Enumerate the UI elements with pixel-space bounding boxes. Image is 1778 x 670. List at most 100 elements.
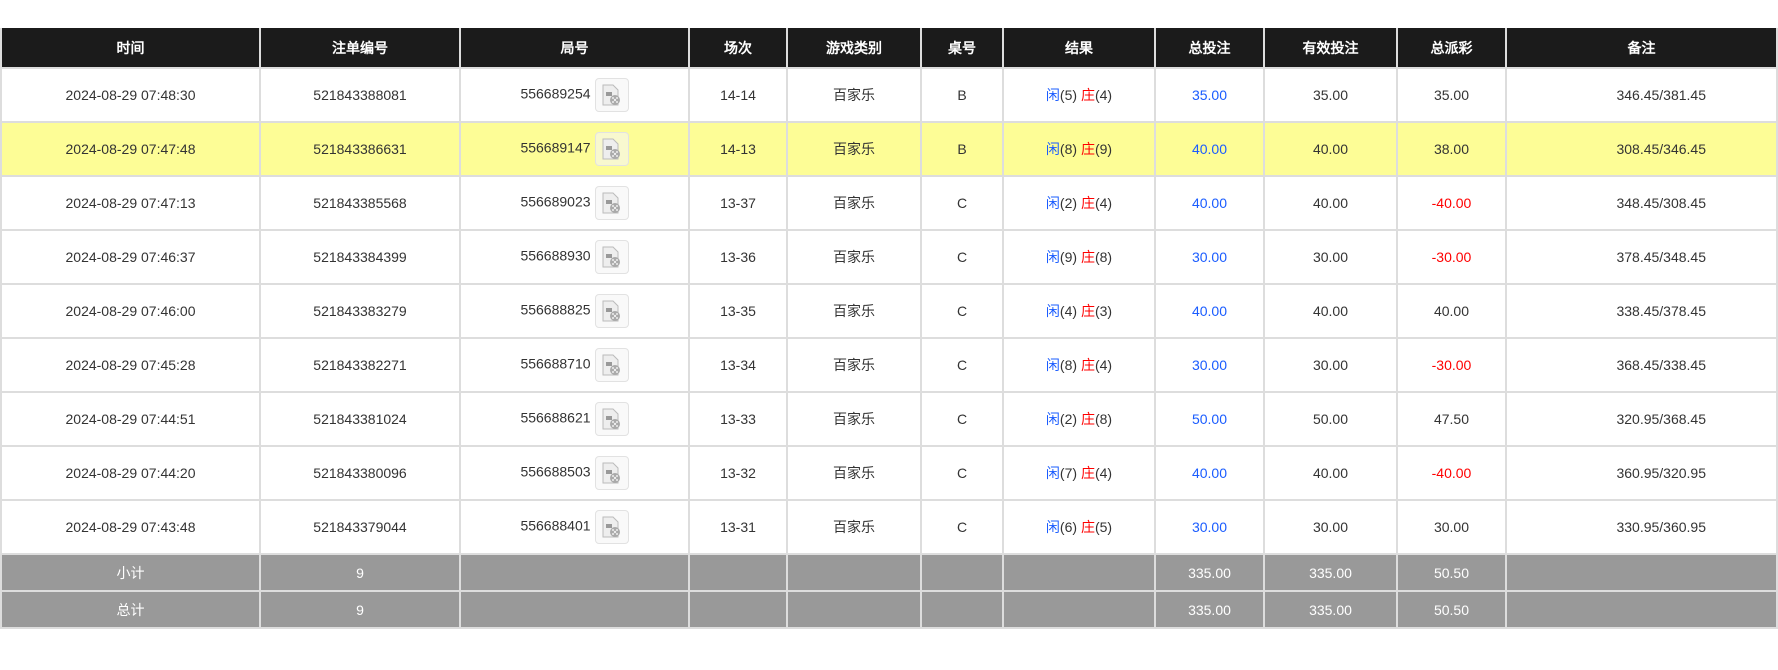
result-cell: 闲(4) 庄(3) — [1002, 283, 1156, 339]
shoe-cell: 13-36 — [688, 229, 788, 285]
table-row: 2024-08-29 07:43:48 521843379044 556688401… — [0, 499, 1778, 555]
banker-score: (4) — [1094, 87, 1113, 103]
table-row: 2024-08-29 07:44:20 521843380096 556688503… — [0, 445, 1778, 501]
total-bet-cell: 40.00 — [1154, 445, 1265, 501]
round-number: 556689147 — [520, 139, 591, 156]
empty-cell — [1002, 553, 1156, 592]
payout-cell: -40.00 — [1396, 175, 1507, 231]
valid-bet-cell: 40.00 — [1263, 445, 1398, 501]
table-no-cell: B — [920, 121, 1004, 177]
payout-cell: 38.00 — [1396, 121, 1507, 177]
table-no-cell: C — [920, 337, 1004, 393]
summary-total-bet: 335.00 — [1154, 553, 1265, 592]
round-number: 556688930 — [520, 247, 591, 264]
shoe-cell: 13-33 — [688, 391, 788, 447]
player-label: 闲 — [1045, 87, 1060, 103]
player-score: (5) — [1059, 87, 1078, 103]
player-label: 闲 — [1045, 411, 1060, 427]
time-cell: 2024-08-29 07:47:13 — [0, 175, 261, 231]
time-cell: 2024-08-29 07:46:37 — [0, 229, 261, 285]
valid-bet-cell: 30.00 — [1263, 499, 1398, 555]
banker-label: 庄 — [1080, 87, 1095, 103]
result-cell: 闲(7) 庄(4) — [1002, 445, 1156, 501]
total-bet-cell: 35.00 — [1154, 67, 1265, 123]
remark-cell: 346.45/381.45 — [1505, 67, 1778, 123]
video-replay-button[interactable] — [594, 240, 629, 274]
banker-score: (4) — [1094, 195, 1113, 211]
table-row: 2024-08-29 07:45:28 521843382271 556688710… — [0, 337, 1778, 393]
valid-bet-cell: 35.00 — [1263, 67, 1398, 123]
header-bet-id: 注单编号 — [259, 28, 461, 69]
total-bet-cell: 40.00 — [1154, 121, 1265, 177]
video-replay-button[interactable] — [594, 510, 629, 544]
banker-label: 庄 — [1080, 465, 1095, 481]
total-bet-cell: 40.00 — [1154, 283, 1265, 339]
table-row: 2024-08-29 07:46:37 521843384399 556688930… — [0, 229, 1778, 285]
player-label: 闲 — [1045, 195, 1060, 211]
empty-cell — [1505, 590, 1778, 629]
total-bet-cell: 40.00 — [1154, 175, 1265, 231]
video-file-icon — [602, 462, 620, 484]
table-row: 2024-08-29 07:47:48 521843386631 556689147… — [0, 121, 1778, 177]
video-replay-button[interactable] — [594, 78, 629, 112]
video-replay-button[interactable] — [594, 402, 629, 436]
game-type-cell: 百家乐 — [786, 445, 922, 501]
remark-cell: 320.95/368.45 — [1505, 391, 1778, 447]
player-score: (8) — [1059, 357, 1078, 373]
remark-cell: 308.45/346.45 — [1505, 121, 1778, 177]
empty-cell — [920, 553, 1004, 592]
remark-cell: 338.45/378.45 — [1505, 283, 1778, 339]
player-label: 闲 — [1045, 303, 1060, 319]
banker-label: 庄 — [1080, 357, 1095, 373]
round-cell: 556688621 — [459, 391, 690, 447]
game-type-cell: 百家乐 — [786, 229, 922, 285]
banker-label: 庄 — [1080, 249, 1095, 265]
remark-cell: 360.95/320.95 — [1505, 445, 1778, 501]
video-replay-button[interactable] — [594, 294, 629, 328]
remark-cell: 348.45/308.45 — [1505, 175, 1778, 231]
video-file-icon — [602, 138, 620, 160]
video-replay-button[interactable] — [594, 348, 629, 382]
bet-id-cell: 521843379044 — [259, 499, 461, 555]
header-game-type: 游戏类别 — [786, 28, 922, 69]
bet-id-cell: 521843388081 — [259, 67, 461, 123]
round-number: 556688503 — [520, 463, 591, 480]
summary-count: 9 — [259, 553, 461, 592]
empty-cell — [786, 590, 922, 629]
game-type-cell: 百家乐 — [786, 337, 922, 393]
bet-id-cell: 521843380096 — [259, 445, 461, 501]
round-number: 556688710 — [520, 355, 591, 372]
banker-score: (8) — [1094, 249, 1113, 265]
payout-cell: -30.00 — [1396, 229, 1507, 285]
round-cell: 556688710 — [459, 337, 690, 393]
summary-count: 9 — [259, 590, 461, 629]
banker-label: 庄 — [1080, 195, 1095, 211]
video-replay-button[interactable] — [594, 456, 629, 490]
table-no-cell: C — [920, 445, 1004, 501]
game-type-cell: 百家乐 — [786, 67, 922, 123]
round-cell: 556688930 — [459, 229, 690, 285]
game-type-cell: 百家乐 — [786, 175, 922, 231]
video-file-icon — [602, 84, 620, 106]
shoe-cell: 13-35 — [688, 283, 788, 339]
empty-cell — [920, 590, 1004, 629]
bet-id-cell: 521843381024 — [259, 391, 461, 447]
total-bet-cell: 30.00 — [1154, 229, 1265, 285]
shoe-cell: 13-37 — [688, 175, 788, 231]
video-replay-button[interactable] — [594, 186, 629, 220]
round-number: 556689023 — [520, 193, 591, 210]
valid-bet-cell: 30.00 — [1263, 229, 1398, 285]
player-score: (2) — [1059, 411, 1078, 427]
total-bet-cell: 30.00 — [1154, 499, 1265, 555]
banker-label: 庄 — [1080, 519, 1095, 535]
video-replay-button[interactable] — [594, 132, 629, 166]
table-no-cell: C — [920, 175, 1004, 231]
round-cell: 556688401 — [459, 499, 690, 555]
remark-cell: 368.45/338.45 — [1505, 337, 1778, 393]
table-no-cell: C — [920, 499, 1004, 555]
round-number: 556688621 — [520, 409, 591, 426]
round-cell: 556688503 — [459, 445, 690, 501]
banker-score: (5) — [1094, 519, 1113, 535]
bet-history-table: 时间 注单编号 局号 场次 游戏类别 桌号 结果 总投注 有效投注 总派彩 备注 2024-08-2… — [0, 28, 1778, 629]
result-cell: 闲(9) 庄(8) — [1002, 229, 1156, 285]
